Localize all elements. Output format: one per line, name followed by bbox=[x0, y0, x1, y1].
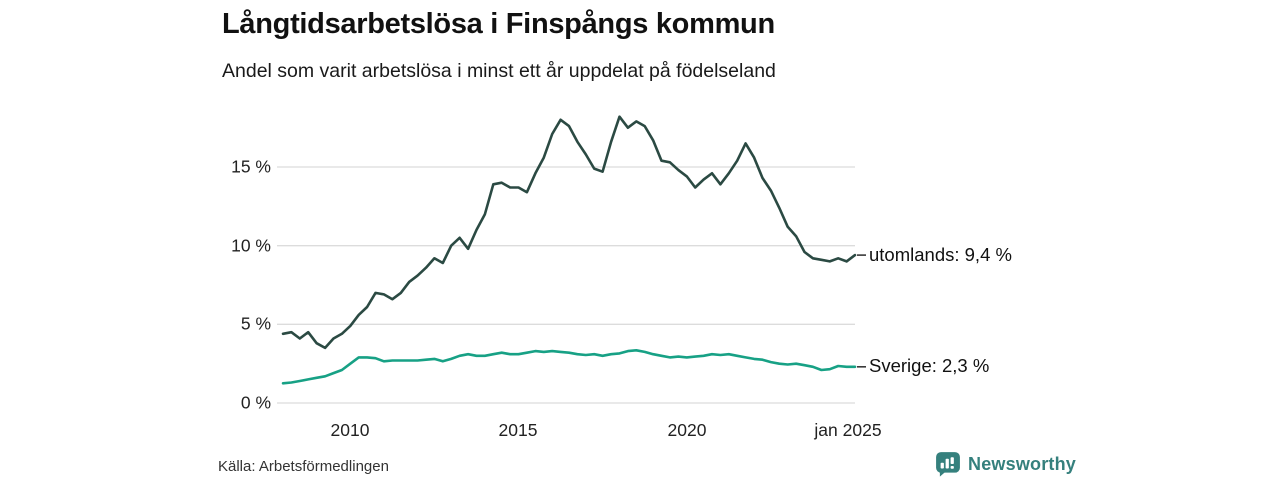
newsworthy-logo: Newsworthy bbox=[935, 451, 1076, 477]
series-annotation-sverige: Sverige: 2,3 % bbox=[869, 355, 990, 376]
series-line-utomlands bbox=[281, 115, 857, 350]
y-axis-tick-label: 0 % bbox=[240, 392, 271, 413]
chart-title: Långtidsarbetslösa i Finspångs kommun bbox=[222, 8, 775, 40]
y-axis-tick-label: 15 % bbox=[231, 156, 271, 177]
x-axis-tick-label: 2010 bbox=[330, 420, 370, 440]
x-axis-tick-label: 2015 bbox=[498, 420, 538, 440]
y-axis-tick-label: 5 % bbox=[240, 313, 271, 334]
newsworthy-wordmark: Newsworthy bbox=[968, 453, 1077, 474]
chart-subtitle: Andel som varit arbetslösa i minst ett å… bbox=[222, 60, 776, 82]
bar-chart-speech-bubble-icon bbox=[936, 452, 960, 477]
source-note: Källa: Arbetsförmedlingen bbox=[218, 458, 389, 475]
series-annotation-utomlands: utomlands: 9,4 % bbox=[869, 244, 1012, 265]
series-line-sverige bbox=[281, 348, 857, 385]
x-axis-tick-label: jan 2025 bbox=[814, 420, 882, 440]
x-axis-tick-label: 2020 bbox=[667, 420, 707, 440]
y-axis-tick-label: 10 % bbox=[231, 235, 271, 256]
